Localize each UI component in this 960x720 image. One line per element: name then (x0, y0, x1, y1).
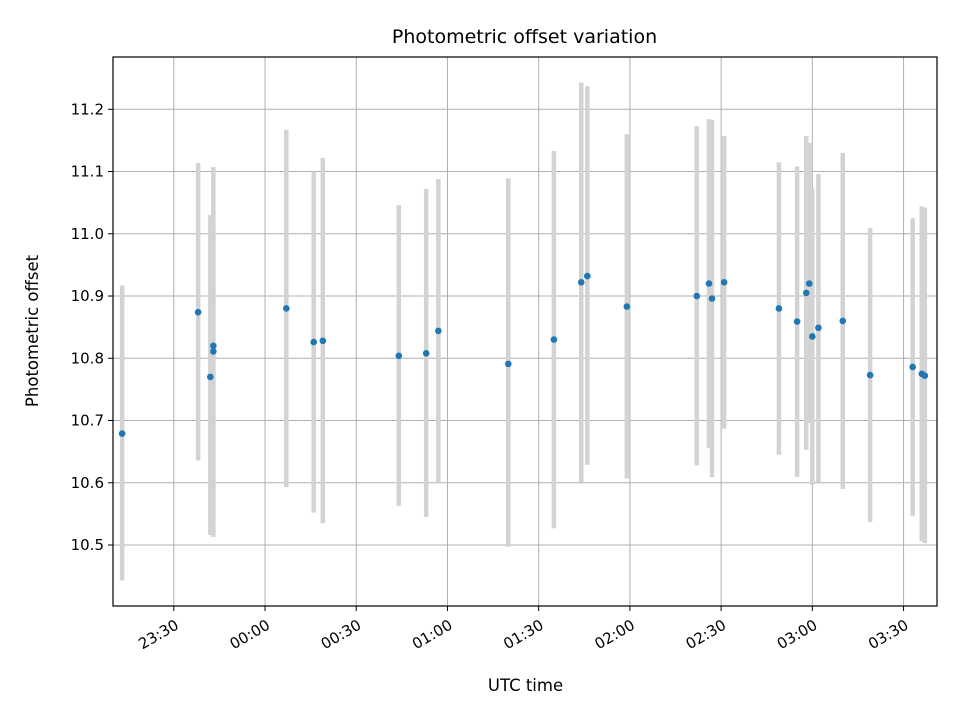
data-point (584, 272, 591, 280)
data-point (283, 305, 290, 312)
data-point (550, 336, 558, 343)
data-point (206, 373, 214, 381)
y-tick-label: 11.2 (71, 100, 104, 118)
data-point (319, 337, 327, 345)
data-point (775, 305, 783, 312)
data-point (802, 289, 810, 297)
y-tick-label: 10.9 (71, 287, 104, 305)
data-point (793, 318, 801, 325)
data-point (310, 338, 317, 346)
data-point (395, 352, 403, 360)
data-point (720, 279, 728, 286)
data-point (705, 280, 713, 287)
plot-frame (112, 56, 938, 607)
data-point (805, 280, 813, 287)
y-axis: 10.5 10.6 10.7 10.8 10.9 11.0 11.1 11.2 (71, 100, 113, 554)
data-point (504, 360, 512, 368)
chart-title: Photometric offset variation (392, 26, 657, 48)
data-point (194, 308, 202, 316)
y-axis-label: Photometric offset (23, 254, 42, 407)
y-tick-label: 11.1 (71, 163, 104, 181)
data-point-layer (118, 272, 929, 437)
data-point (210, 342, 217, 350)
data-point (809, 333, 816, 340)
data-point (815, 324, 822, 332)
data-point (921, 372, 929, 379)
y-tick-label: 11.0 (71, 225, 104, 243)
y-tick-label: 10.5 (71, 536, 104, 554)
data-point (210, 348, 217, 355)
x-axis-label: UTC time (488, 676, 563, 695)
grid-layer (113, 57, 937, 606)
data-point (708, 295, 716, 302)
data-point (577, 279, 585, 286)
data-point (909, 363, 916, 371)
y-tick-label: 10.8 (71, 349, 104, 367)
y-tick-label: 10.6 (71, 474, 104, 492)
data-point (435, 327, 442, 335)
data-point (118, 430, 126, 437)
data-point (839, 317, 847, 325)
data-point (422, 349, 430, 357)
data-point (623, 303, 631, 310)
y-tick-label: 10.7 (71, 412, 104, 430)
data-point (693, 292, 701, 300)
data-point (866, 371, 874, 379)
